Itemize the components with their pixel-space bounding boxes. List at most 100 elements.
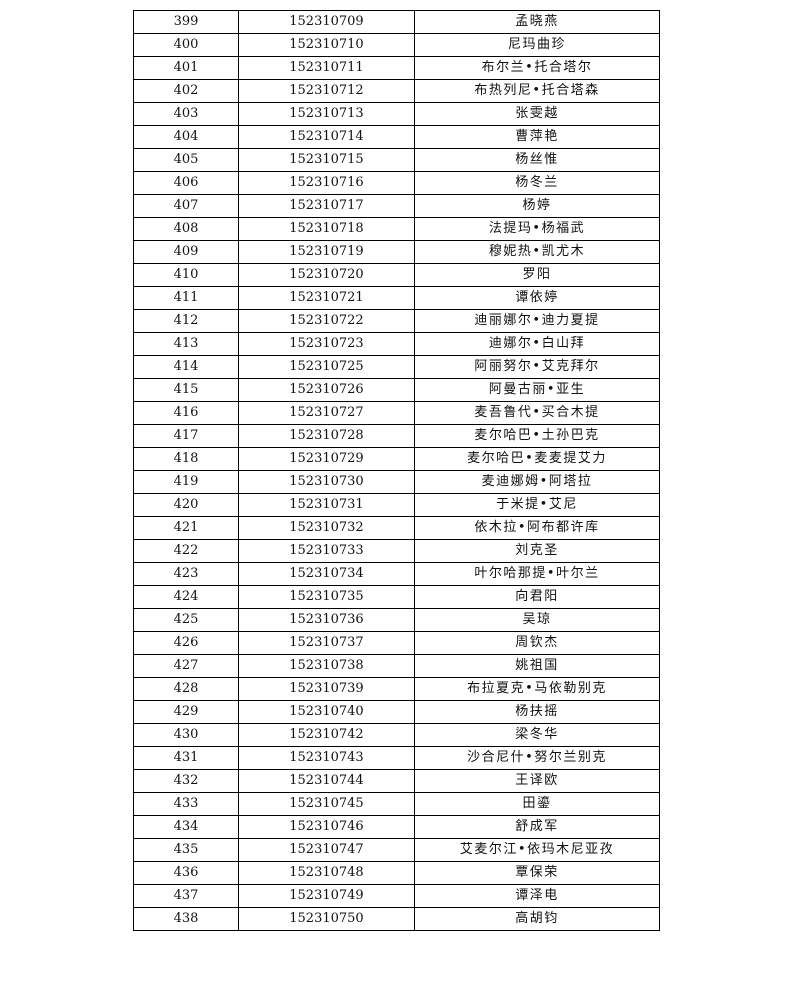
- name-cell: 刘克圣: [414, 539, 660, 563]
- table-row: 413 152310723 迪娜尔•白山拜: [133, 332, 660, 356]
- name-cell: 杨扶摇: [414, 700, 660, 724]
- row-number-cell: 406: [133, 171, 239, 195]
- student-id-cell: 152310734: [238, 562, 415, 586]
- table-row: 405 152310715 杨丝惟: [133, 148, 660, 172]
- row-number-cell: 418: [133, 447, 239, 471]
- row-number-cell: 431: [133, 746, 239, 770]
- student-id-cell: 152310715: [238, 148, 415, 172]
- row-number-cell: 438: [133, 907, 239, 931]
- row-number-cell: 436: [133, 861, 239, 885]
- table-row: 422 152310733 刘克圣: [133, 539, 660, 563]
- student-id-cell: 152310711: [238, 56, 415, 80]
- table-row: 433 152310745 田鎏: [133, 792, 660, 816]
- table-row: 424 152310735 向君阳: [133, 585, 660, 609]
- name-cell: 覃保荣: [414, 861, 660, 885]
- row-number-cell: 425: [133, 608, 239, 632]
- student-id-cell: 152310726: [238, 378, 415, 402]
- row-number-cell: 424: [133, 585, 239, 609]
- row-number-cell: 415: [133, 378, 239, 402]
- student-id-cell: 152310718: [238, 217, 415, 241]
- student-id-cell: 152310714: [238, 125, 415, 149]
- table-row: 437 152310749 谭泽电: [133, 884, 660, 908]
- student-id-cell: 152310729: [238, 447, 415, 471]
- student-id-cell: 152310739: [238, 677, 415, 701]
- table-row: 411 152310721 谭依婷: [133, 286, 660, 310]
- student-id-cell: 152310744: [238, 769, 415, 793]
- table-row: 429 152310740 杨扶摇: [133, 700, 660, 724]
- row-number-cell: 419: [133, 470, 239, 494]
- table-row: 404 152310714 曹萍艳: [133, 125, 660, 149]
- student-id-cell: 152310749: [238, 884, 415, 908]
- name-cell: 布热列尼•托合塔森: [414, 79, 660, 103]
- row-number-cell: 416: [133, 401, 239, 425]
- row-number-cell: 426: [133, 631, 239, 655]
- student-id-cell: 152310743: [238, 746, 415, 770]
- name-cell: 法提玛•杨福武: [414, 217, 660, 241]
- row-number-cell: 414: [133, 355, 239, 379]
- name-cell: 迪娜尔•白山拜: [414, 332, 660, 356]
- student-id-cell: 152310747: [238, 838, 415, 862]
- student-id-cell: 152310750: [238, 907, 415, 931]
- table-row: 419 152310730 麦迪娜姆•阿塔拉: [133, 470, 660, 494]
- table-row: 407 152310717 杨婷: [133, 194, 660, 218]
- row-number-cell: 437: [133, 884, 239, 908]
- name-cell: 布尔兰•托合塔尔: [414, 56, 660, 80]
- row-number-cell: 407: [133, 194, 239, 218]
- row-number-cell: 410: [133, 263, 239, 287]
- table-row: 425 152310736 吴琼: [133, 608, 660, 632]
- name-cell: 孟晓燕: [414, 10, 660, 34]
- name-cell: 舒成军: [414, 815, 660, 839]
- student-id-cell: 152310719: [238, 240, 415, 264]
- table-row: 427 152310738 姚祖国: [133, 654, 660, 678]
- row-number-cell: 412: [133, 309, 239, 333]
- row-number-cell: 400: [133, 33, 239, 57]
- row-number-cell: 430: [133, 723, 239, 747]
- student-id-cell: 152310732: [238, 516, 415, 540]
- student-id-cell: 152310723: [238, 332, 415, 356]
- table-row: 399 152310709 孟晓燕: [133, 10, 660, 34]
- name-cell: 吴琼: [414, 608, 660, 632]
- table-row: 418 152310729 麦尔哈巴•麦麦提艾力: [133, 447, 660, 471]
- student-id-cell: 152310748: [238, 861, 415, 885]
- table-row: 430 152310742 梁冬华: [133, 723, 660, 747]
- name-cell: 叶尔哈那提•叶尔兰: [414, 562, 660, 586]
- table-row: 435 152310747 艾麦尔江•依玛木尼亚孜: [133, 838, 660, 862]
- student-list-table: 399 152310709 孟晓燕 400 152310710 尼玛曲珍 401 152310…: [133, 10, 660, 931]
- student-id-cell: 152310709: [238, 10, 415, 34]
- student-id-cell: 152310733: [238, 539, 415, 563]
- table-row: 423 152310734 叶尔哈那提•叶尔兰: [133, 562, 660, 586]
- student-id-cell: 152310727: [238, 401, 415, 425]
- student-id-cell: 152310731: [238, 493, 415, 517]
- student-id-cell: 152310717: [238, 194, 415, 218]
- row-number-cell: 417: [133, 424, 239, 448]
- table-row: 432 152310744 王译欧: [133, 769, 660, 793]
- student-id-cell: 152310738: [238, 654, 415, 678]
- student-id-cell: 152310730: [238, 470, 415, 494]
- row-number-cell: 402: [133, 79, 239, 103]
- row-number-cell: 404: [133, 125, 239, 149]
- table-row: 401 152310711 布尔兰•托合塔尔: [133, 56, 660, 80]
- row-number-cell: 428: [133, 677, 239, 701]
- row-number-cell: 411: [133, 286, 239, 310]
- name-cell: 谭依婷: [414, 286, 660, 310]
- name-cell: 依木拉•阿布都许库: [414, 516, 660, 540]
- table-row: 406 152310716 杨冬兰: [133, 171, 660, 195]
- row-number-cell: 427: [133, 654, 239, 678]
- name-cell: 尼玛曲珍: [414, 33, 660, 57]
- student-id-cell: 152310728: [238, 424, 415, 448]
- row-number-cell: 399: [133, 10, 239, 34]
- name-cell: 罗阳: [414, 263, 660, 287]
- row-number-cell: 405: [133, 148, 239, 172]
- table-row: 414 152310725 阿丽努尔•艾克拜尔: [133, 355, 660, 379]
- name-cell: 周钦杰: [414, 631, 660, 655]
- table-body: 399 152310709 孟晓燕 400 152310710 尼玛曲珍 401 152310…: [133, 10, 660, 931]
- table-row: 410 152310720 罗阳: [133, 263, 660, 287]
- row-number-cell: 401: [133, 56, 239, 80]
- student-id-cell: 152310721: [238, 286, 415, 310]
- row-number-cell: 413: [133, 332, 239, 356]
- table-row: 416 152310727 麦吾鲁代•买合木提: [133, 401, 660, 425]
- name-cell: 麦尔哈巴•麦麦提艾力: [414, 447, 660, 471]
- name-cell: 姚祖国: [414, 654, 660, 678]
- table-row: 415 152310726 阿曼古丽•亚生: [133, 378, 660, 402]
- student-id-cell: 152310736: [238, 608, 415, 632]
